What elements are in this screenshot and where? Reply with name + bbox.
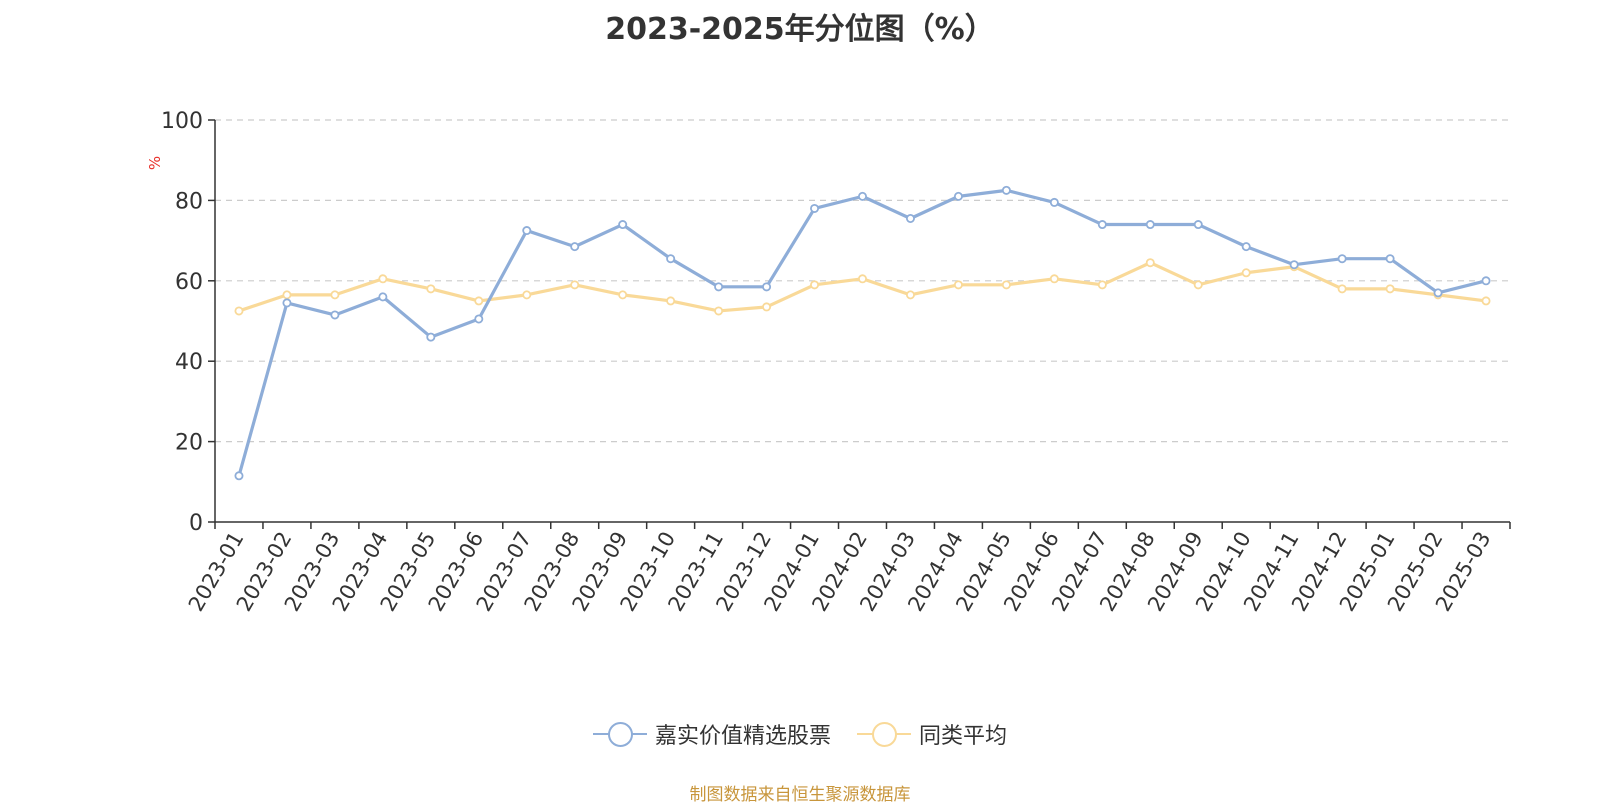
data-point-1-2024-01: [810, 280, 820, 290]
data-point-0-2024-07: [1097, 220, 1107, 230]
data-point-0-2024-09: [1193, 220, 1203, 230]
data-point-0-2024-10: [1241, 242, 1251, 252]
data-point-0-2023-07: [522, 226, 532, 236]
y-axis-label: %: [146, 156, 164, 170]
data-point-1-2023-10: [666, 296, 676, 306]
data-point-0-2023-09: [618, 220, 628, 230]
data-point-1-2023-07: [522, 290, 532, 300]
data-point-0-2023-06: [474, 314, 484, 324]
data-point-1-2023-04: [378, 274, 388, 284]
legend-item-fund[interactable]: 嘉实价值精选股票: [592, 718, 831, 750]
data-point-1-2023-05: [426, 284, 436, 294]
data-point-1-2024-06: [1049, 274, 1059, 284]
data-point-0-2024-03: [905, 213, 915, 223]
data-point-1-2024-08: [1145, 258, 1155, 268]
legend-label-fund: 嘉实价值精选股票: [654, 724, 831, 749]
y-ticks: 0 20 40 60 80 100: [161, 109, 215, 536]
data-point-1-2023-06: [474, 296, 484, 306]
legend-symbol-peer-average: [857, 720, 911, 748]
y-tick-label-20: 20: [175, 431, 203, 456]
legend-symbol-fund: [592, 720, 647, 748]
legend-item-peer-average[interactable]: 同类平均: [857, 718, 1007, 750]
data-point-0-2023-10: [666, 254, 676, 264]
data-point-1-2023-02: [282, 290, 292, 300]
data-point-0-2024-02: [858, 191, 868, 201]
data-point-1-2024-02: [858, 274, 868, 284]
y-tick-label-0: 0: [189, 511, 203, 536]
series-0: [234, 185, 1491, 481]
data-point-0-2025-02: [1433, 288, 1443, 298]
data-point-0-2024-08: [1145, 220, 1155, 230]
data-point-0-2024-11: [1289, 260, 1299, 270]
grid-lines: [215, 119, 1510, 443]
source-note: 制图数据来自恒生聚源数据库: [689, 785, 911, 805]
y-tick-label-80: 80: [175, 189, 203, 214]
data-point-1-2023-09: [618, 290, 628, 300]
data-point-0-2024-01: [810, 203, 820, 213]
data-point-1-2024-03: [905, 290, 915, 300]
data-point-1-2023-12: [762, 302, 772, 312]
data-point-0-2024-04: [953, 191, 963, 201]
data-point-1-2025-03: [1481, 296, 1491, 306]
data-point-1-2023-03: [330, 290, 340, 300]
data-point-1-2023-01: [234, 306, 244, 316]
series-layer: [234, 185, 1491, 481]
data-point-0-2023-02: [282, 298, 292, 308]
data-point-0-2023-01: [234, 471, 244, 481]
data-point-1-2023-11: [714, 306, 724, 316]
y-tick-label-100: 100: [161, 109, 203, 134]
data-point-1-2024-12: [1337, 284, 1347, 294]
data-point-0-2023-04: [378, 292, 388, 302]
y-tick-label-40: 40: [175, 350, 203, 375]
axes: [214, 120, 1510, 523]
legend: 嘉实价值精选股票 同类平均: [0, 718, 1600, 750]
series-line-0: [237, 188, 1487, 477]
legend-label-peer-average: 同类平均: [919, 724, 1008, 749]
data-point-1-2024-09: [1193, 280, 1203, 290]
data-point-0-2024-06: [1049, 197, 1059, 207]
x-ticks: 2023-012023-022023-032023-042023-052023-…: [184, 522, 1511, 615]
data-point-0-2025-01: [1385, 254, 1395, 264]
data-point-0-2024-12: [1337, 254, 1347, 264]
data-point-0-2023-05: [426, 332, 436, 342]
data-point-0-2023-03: [330, 310, 340, 320]
data-point-0-2025-03: [1481, 276, 1491, 286]
data-point-1-2024-04: [953, 280, 963, 290]
data-point-1-2025-01: [1385, 284, 1395, 294]
data-point-1-2024-07: [1097, 280, 1107, 290]
chart-title: 2023-2025年分位图（%）: [605, 12, 995, 47]
y-tick-label-60: 60: [175, 270, 203, 295]
data-point-0-2023-12: [762, 282, 772, 292]
data-point-0-2023-08: [570, 242, 580, 252]
data-point-1-2024-10: [1241, 268, 1251, 278]
series-line-1: [238, 261, 1487, 313]
data-point-1-2023-08: [570, 280, 580, 290]
series-1: [234, 258, 1491, 316]
data-point-0-2023-11: [714, 282, 724, 292]
data-point-0-2024-05: [1001, 185, 1011, 195]
data-point-1-2024-05: [1001, 280, 1011, 290]
